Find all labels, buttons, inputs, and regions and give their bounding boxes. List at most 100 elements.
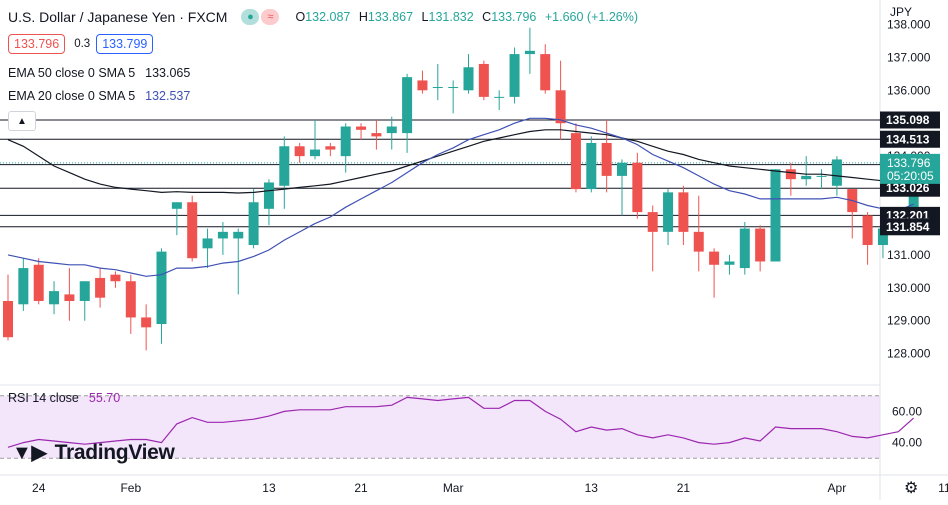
candle-body [432, 87, 443, 89]
ohlc-readout: O132.087 H133.867 L131.832 C133.796 +1.6… [295, 10, 638, 24]
candle-body [202, 238, 213, 249]
x-tick-label: Mar [443, 481, 464, 495]
sell-button[interactable]: 133.796 [8, 34, 66, 54]
ema20-legend[interactable]: EMA 20 close 0 SMA 5 132.537 [8, 89, 191, 103]
level-price-tag: 135.098 [886, 113, 930, 127]
candle-body [340, 126, 351, 157]
level-price-tag: 134.513 [886, 132, 930, 146]
candle-body [125, 281, 136, 318]
candle-body [862, 215, 873, 246]
candle-body [463, 67, 474, 91]
candle-body [770, 169, 781, 262]
ema50-line [7, 129, 914, 194]
candle-body [386, 126, 397, 134]
candle-body [417, 80, 428, 91]
candle-body [693, 231, 704, 252]
candle-body [3, 300, 13, 338]
price-source-icon[interactable]: ≈ [261, 9, 280, 25]
x-tick-label: Feb [120, 481, 141, 495]
x-tick-label: 24 [32, 481, 46, 495]
y-tick-label: 136.000 [887, 83, 931, 97]
candle-body [33, 264, 44, 301]
candle-body [647, 212, 658, 232]
tradingview-mark-icon: ▼▶ [12, 442, 47, 464]
candle-body [540, 54, 551, 91]
low-value: 131.832 [428, 10, 474, 24]
candle-body [586, 142, 597, 190]
candle-body [739, 228, 750, 269]
chevron-up-icon: ▲ [17, 115, 27, 127]
candle-body [678, 192, 689, 232]
candle-body [617, 162, 627, 176]
candle-body [233, 231, 244, 239]
x-tick-label: 13 [585, 481, 599, 495]
ema50-value: 133.065 [145, 66, 191, 80]
candle-body [632, 162, 643, 213]
last-price-tag: 133.796 [887, 156, 931, 170]
trade-panel: 133.796 0.3 133.799 [0, 33, 154, 55]
x-tick-label: 21 [677, 481, 691, 495]
open-value: 132.087 [305, 10, 351, 24]
last-price-tag-bg [880, 153, 940, 184]
tradingview-logo: ▼▶ TradingView [12, 440, 175, 465]
x-tick-label: 11 [938, 481, 948, 495]
rsi-tick-label: 40.00 [892, 436, 922, 450]
candle-body [141, 317, 152, 328]
currency-label[interactable]: JPY [890, 5, 913, 19]
candle-body [601, 142, 612, 176]
market-open-icon[interactable]: ● [241, 9, 260, 25]
ema20-value: 132.537 [145, 89, 191, 103]
collapse-legend-button[interactable]: ▲ [8, 111, 36, 131]
rsi-legend[interactable]: RSI 14 close 55.70 [8, 391, 121, 405]
symbol-header: U.S. Dollar / Japanese Yen · FXCM ● ≈ O1… [8, 6, 638, 28]
x-tick-label: 13 [262, 481, 276, 495]
candle-body [555, 90, 566, 124]
candle-body [279, 146, 290, 186]
rsi-value: 55.70 [88, 391, 121, 405]
candle-body [18, 268, 29, 305]
candle-body [64, 294, 75, 301]
candle-body [171, 202, 182, 209]
candle-body [663, 192, 674, 232]
level-price-tag-bg [880, 218, 940, 236]
y-tick-label: 128.000 [887, 347, 931, 361]
y-tick-label: 130.000 [887, 281, 931, 295]
y-tick-label: 137.000 [887, 50, 931, 64]
gear-icon[interactable]: ⚙ [904, 480, 919, 497]
candle-body [248, 202, 259, 246]
symbol-title[interactable]: U.S. Dollar / Japanese Yen · FXCM [8, 9, 228, 25]
brand-name: TradingView [54, 440, 175, 464]
candle-body [724, 261, 735, 265]
candle-body [310, 149, 320, 157]
y-tick-label: 129.000 [887, 314, 931, 328]
candle-body [801, 175, 812, 180]
close-value: 133.796 [491, 10, 537, 24]
candle-body [49, 291, 60, 305]
high-value: 133.867 [367, 10, 414, 24]
level-price-tag-bg [880, 130, 940, 148]
candle-body [217, 231, 228, 239]
countdown-label: 05:20:05 [887, 169, 934, 183]
candle-body [448, 87, 459, 89]
candle-body [187, 202, 198, 259]
candle-body [570, 133, 581, 190]
candle-body [325, 146, 336, 150]
candle-body [831, 159, 842, 186]
candle-body [709, 251, 720, 265]
rsi-band [0, 395, 880, 459]
rsi-tick-label: 60.00 [892, 404, 922, 418]
x-tick-label: Apr [828, 481, 847, 495]
buy-button[interactable]: 133.799 [96, 34, 154, 54]
candle-body [494, 96, 505, 98]
y-tick-label: 138.000 [887, 17, 931, 31]
ema50-legend[interactable]: EMA 50 close 0 SMA 5 133.065 [8, 66, 191, 80]
candle-body [509, 54, 520, 97]
candle-body [95, 277, 106, 298]
candle-body [294, 146, 305, 157]
level-price-tag: 131.854 [886, 220, 930, 234]
change-value: +1.660 (+1.26%) [544, 10, 638, 24]
candle-body [524, 50, 535, 55]
rsi-line [7, 396, 914, 448]
candle-body [877, 228, 888, 246]
